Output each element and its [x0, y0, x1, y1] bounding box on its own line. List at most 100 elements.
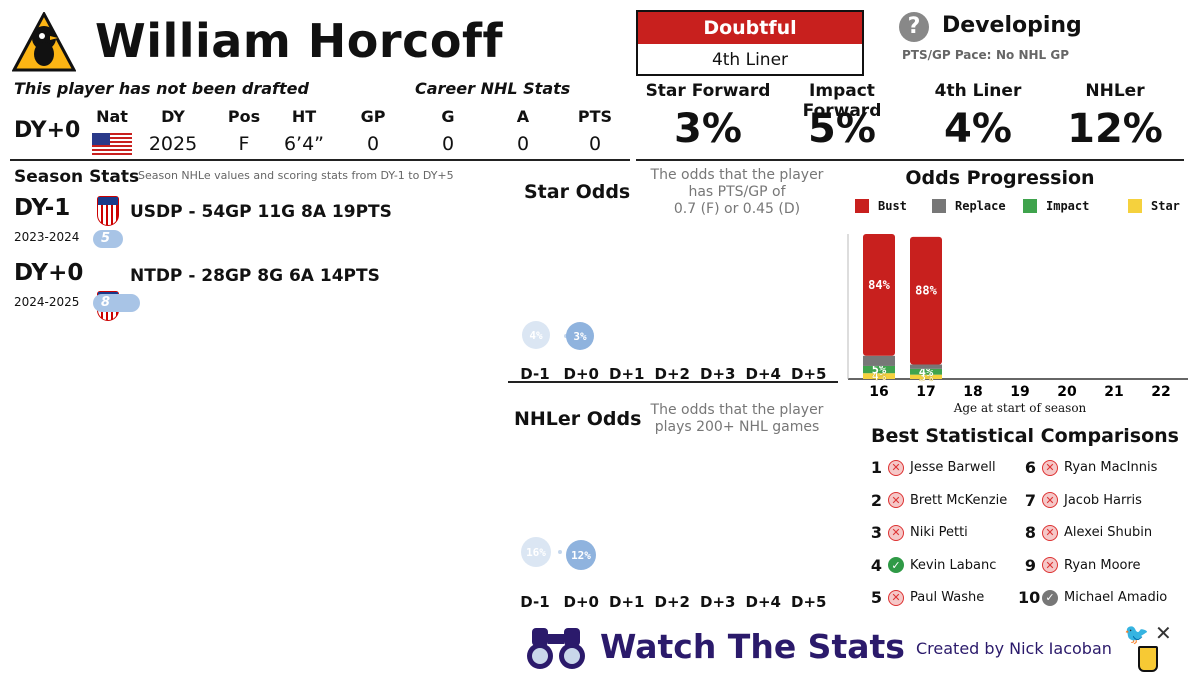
comparison-name: Ryan Moore [1064, 557, 1141, 573]
gp-header: GP [360, 107, 386, 126]
odds-value-4th: 4% [944, 106, 1012, 152]
nhler-odds-point: 12% [566, 540, 596, 570]
desc-line: has PTS/GP of [688, 184, 786, 200]
comparison-name: Kevin Labanc [910, 557, 997, 573]
draft-status: This player has not been drafted [14, 79, 309, 98]
binoculars-icon [527, 628, 585, 669]
nat-header: Nat [96, 107, 128, 126]
season-line: NTDP - 28GP 8G 6A 14PTS [130, 266, 380, 286]
legend-label: Impact [1046, 199, 1090, 213]
check-icon: ✓ [888, 557, 904, 573]
credit: Created by Nick Iacoban [916, 639, 1112, 658]
a-value: 0 [516, 133, 530, 155]
season-dy: DY+0 [14, 260, 84, 286]
desc-line: The odds that the player [650, 402, 824, 418]
odds-label-star: Star Forward [645, 81, 771, 101]
x-tick-label: D+5 [791, 365, 827, 383]
legend-label: Bust [878, 199, 907, 213]
nhle-value: 5 [101, 231, 111, 246]
connector-dot [558, 550, 562, 554]
x-tick-label: D+4 [745, 593, 781, 611]
legend-item: Impact [1023, 199, 1089, 213]
x-tick-label: D+1 [609, 593, 645, 611]
pos-header: Pos [227, 107, 261, 126]
twitter-icon[interactable]: 🐦 [1124, 622, 1149, 646]
brand-name: Watch The Stats [600, 627, 905, 666]
bar-segment-star [863, 373, 895, 379]
odds-value-impact: 5% [808, 106, 876, 152]
comparison-rank: 7 [1024, 490, 1036, 510]
legend-swatch [1128, 199, 1142, 213]
bust-x-icon: ✕ [1042, 557, 1058, 573]
bar-segment-bust [910, 236, 942, 365]
pace-value: No NHL GP [996, 48, 1070, 62]
question-icon: ? [899, 12, 929, 42]
comparison-rank: 4 [870, 555, 882, 575]
bust-x-icon: ✕ [888, 589, 904, 606]
odds-label-4th: 4th Liner [934, 81, 1022, 101]
comparison-name: Alexei Shubin [1064, 525, 1153, 540]
season-years: 2024-2025 [14, 295, 80, 309]
season-dy: DY-1 [14, 195, 71, 221]
comparison-item[interactable]: 4 ✓ Kevin Labanc [864, 555, 997, 575]
draft-year-label: DY+0 [14, 118, 81, 143]
bar-segment-bust [863, 234, 895, 356]
bar-segment-replace [863, 355, 895, 366]
x-tick-label: 20 [1057, 384, 1077, 400]
trajectory-label: Developing [942, 13, 1082, 38]
legend-swatch [1023, 199, 1037, 213]
x-tick-label: 16 [869, 384, 888, 400]
coffee-icon[interactable] [1138, 646, 1158, 672]
comparison-item[interactable]: 10 ✓ Michael Amadio [1018, 588, 1167, 607]
comparisons-title: Best Statistical Comparisons [871, 425, 1179, 447]
star-odds-axis [508, 381, 838, 383]
comparison-item[interactable]: 1 ✕ Jesse Barwell [864, 458, 996, 477]
bust-x-icon: ✕ [1042, 492, 1058, 508]
comparison-item[interactable]: 7 ✕ Jacob Harris [1018, 491, 1142, 510]
ht-header: HT [291, 107, 317, 126]
legend-item: Star [1128, 199, 1180, 213]
nhle-bar: 8 [93, 294, 140, 312]
odds-label-nhler: NHLer [1085, 81, 1145, 101]
season-line: USDP - 54GP 11G 8A 19PTS [130, 202, 392, 222]
x-tick-label: 21 [1104, 384, 1123, 400]
pts-header: PTS [577, 107, 613, 126]
legend-swatch [855, 199, 869, 213]
x-icon[interactable]: ✕ [1155, 621, 1172, 645]
usa-flag-icon [92, 133, 132, 155]
desc-line: 0.7 (F) or 0.45 (D) [673, 201, 801, 217]
x-tick-label: 17 [916, 384, 935, 400]
comparison-item[interactable]: 8 ✕ Alexei Shubin [1018, 523, 1152, 542]
g-header: G [441, 107, 455, 126]
x-tick-label: D+5 [791, 593, 827, 611]
pos-value: F [238, 133, 250, 155]
comparison-name: Jesse Barwell [910, 460, 996, 475]
x-tick-label: D+0 [563, 593, 599, 611]
comparison-name: Jacob Harris [1064, 492, 1142, 508]
odds-value-nhler: 12% [1067, 106, 1163, 152]
desc-line: The odds that the player [650, 167, 824, 183]
bust-x-icon: ✕ [1042, 524, 1058, 541]
odds-progression-chart: 4%5%84%163%4%88%17 18 19 20 21 22 [847, 234, 1188, 400]
bar-segment-replace [910, 364, 942, 369]
ht-value: 6’4” [283, 133, 325, 155]
bust-x-icon: ✕ [888, 492, 904, 508]
comparison-rank: 8 [1024, 523, 1036, 542]
nhler-odds-point: 16% [521, 537, 551, 567]
comparison-item[interactable]: 9 ✕ Ryan Moore [1018, 556, 1141, 575]
pts-value: 0 [588, 133, 602, 155]
penguins-logo [12, 12, 76, 72]
chart-title: Odds Progression [905, 167, 1095, 189]
comparison-rank: 9 [1024, 555, 1036, 575]
pending-check-icon: ✓ [1042, 589, 1058, 606]
comparison-item[interactable]: 2 ✕ Brett McKenzie [864, 491, 1007, 510]
comparison-item[interactable]: 5 ✕ Paul Washe [864, 588, 984, 607]
bar-segment-star [910, 374, 942, 379]
comparison-item[interactable]: 3 ✕ Niki Petti [864, 523, 968, 542]
comparison-item[interactable]: 6 ✕ Ryan MacInnis [1018, 458, 1158, 477]
desc-line: plays 200+ NHL games [654, 419, 820, 435]
x-tick-label: 19 [1010, 384, 1029, 400]
x-tick-label: D+4 [745, 365, 781, 383]
bar-segment-impact [910, 368, 942, 375]
odds-value-star: 3% [674, 106, 742, 152]
